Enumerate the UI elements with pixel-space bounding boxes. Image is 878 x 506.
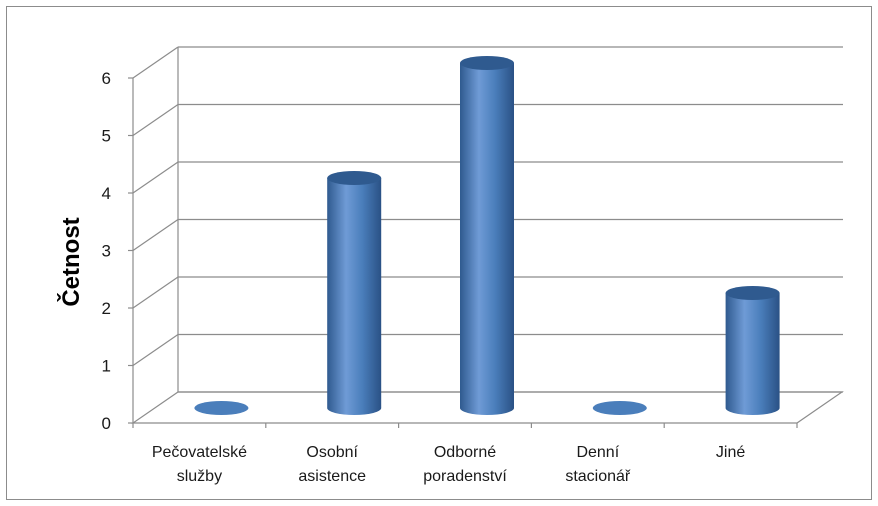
bars xyxy=(194,56,780,416)
bar-body xyxy=(725,293,780,416)
gridline-side xyxy=(132,161,179,194)
x-category-label: Pečovatelské služby xyxy=(152,444,247,485)
x-category-label: Odborné poradenství xyxy=(423,444,507,485)
x-category-label: Osobní asistence xyxy=(298,444,366,485)
bar-body xyxy=(327,178,382,416)
y-axis-title: Četnost xyxy=(57,217,85,306)
bar-top xyxy=(725,286,780,300)
bar-base-zero xyxy=(194,401,249,415)
gridline-side xyxy=(132,219,179,251)
bar-body xyxy=(460,63,514,415)
y-tick-label: 6 xyxy=(102,69,111,88)
bar xyxy=(327,171,382,416)
bar-top xyxy=(327,171,382,185)
bar xyxy=(592,401,647,415)
gridline-side xyxy=(132,334,179,366)
y-axis-ticks: 0 1 2 3 4 5 6 xyxy=(102,69,798,433)
x-category-label: Jiné xyxy=(716,444,745,461)
bar-top xyxy=(460,56,514,70)
y-tick-label: 4 xyxy=(102,184,111,203)
y-tick-label: 3 xyxy=(102,242,111,261)
y-tick-label: 5 xyxy=(102,127,111,146)
y-tick-label: 1 xyxy=(102,357,111,376)
gridline-side xyxy=(132,104,179,136)
gridline-side xyxy=(132,46,179,79)
bar xyxy=(725,286,780,416)
y-tick-label: 0 xyxy=(102,414,111,433)
x-category-label: Denní stacionář xyxy=(565,444,631,485)
chart-frame xyxy=(6,6,872,500)
x-axis-labels: Pečovatelské služby Osobní asistence Odborné… xyxy=(152,444,746,485)
y-tick-label: 2 xyxy=(102,299,111,318)
bar xyxy=(194,401,249,415)
bar xyxy=(460,56,514,415)
gridline-side xyxy=(132,276,179,309)
bar-base-zero xyxy=(592,401,647,415)
